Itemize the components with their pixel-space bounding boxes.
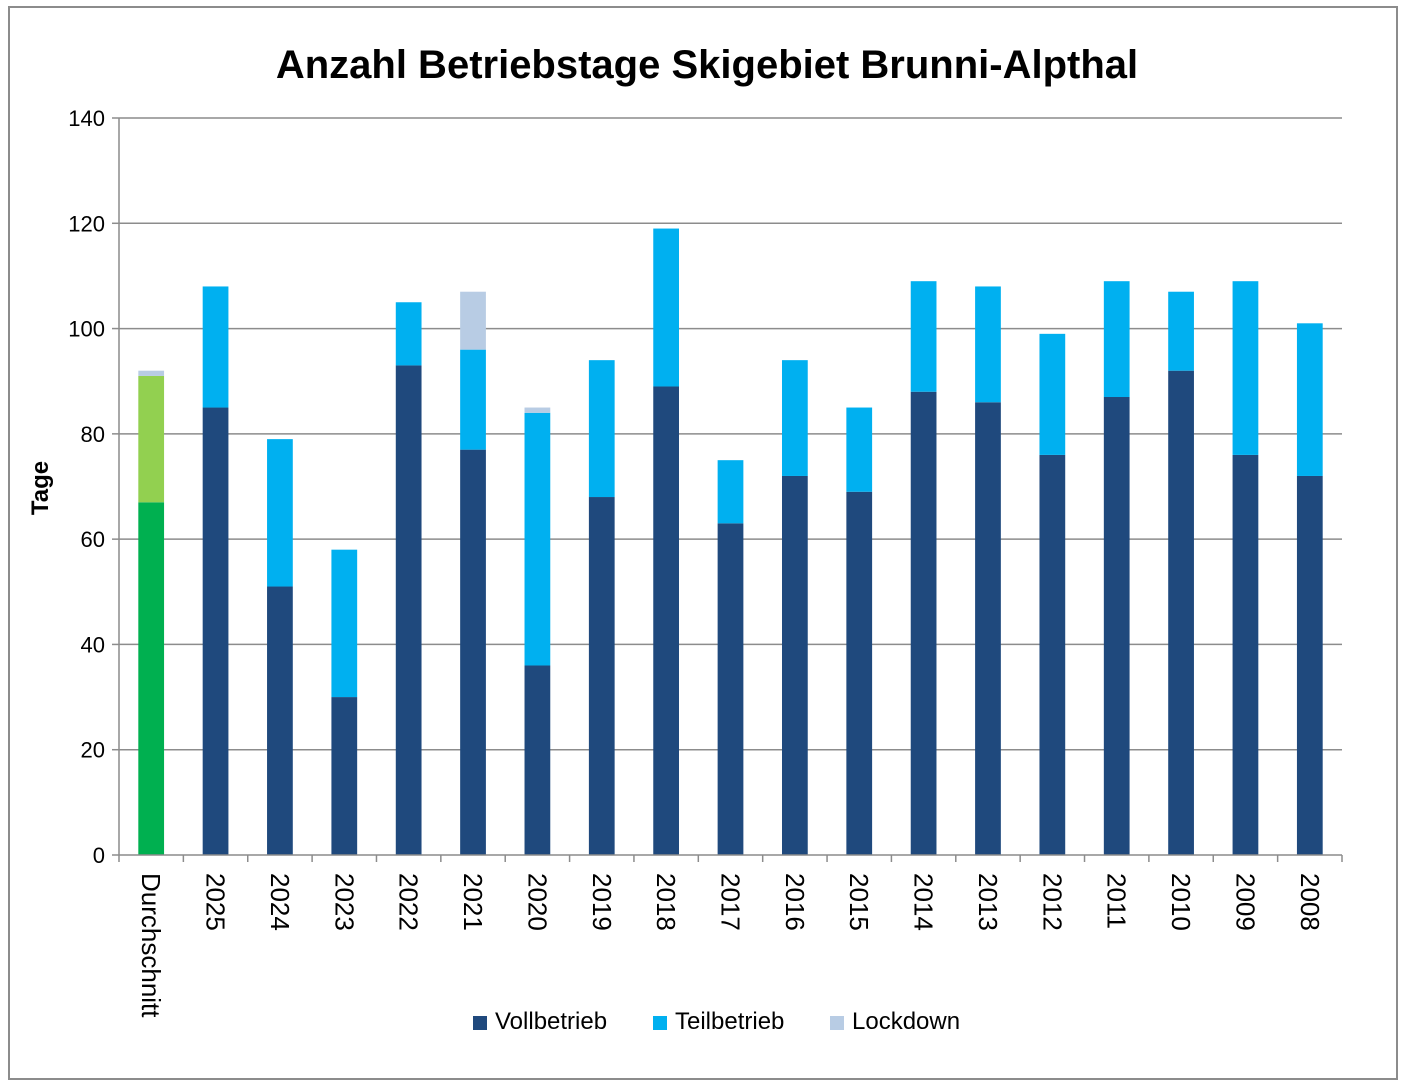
y-tick-label: 140 (68, 106, 105, 131)
bar-teilbetrieb-2017 (717, 460, 744, 524)
bar-vollbetrieb-2018 (653, 386, 680, 855)
bar-teilbetrieb-2023 (331, 549, 358, 698)
bar-vollbetrieb-2019 (588, 497, 615, 855)
bar-vollbetrieb-2016 (781, 475, 808, 855)
bar-teilbetrieb-2018 (653, 228, 680, 387)
y-axis-label: Tage (27, 461, 54, 515)
bar-vollbetrieb-2013 (975, 402, 1001, 855)
bar-vollbetrieb-durchschnitt (138, 502, 165, 855)
x-tick-label: 2023 (329, 873, 359, 931)
x-tick-label: 2011 (1102, 873, 1132, 929)
x-tick-label: 2022 (394, 873, 424, 931)
bar-teilbetrieb-2025 (202, 286, 229, 408)
chart-frame: Anzahl Betriebstage Skigebiet Brunni-Alp… (8, 6, 1398, 1080)
bar-vollbetrieb-2025 (202, 407, 229, 855)
x-tick-label: 2016 (780, 873, 810, 931)
bar-teilbetrieb-2019 (588, 360, 615, 498)
bar-teilbetrieb-2015 (846, 407, 873, 492)
legend-label-vollbetrieb: Vollbetrieb (495, 1008, 607, 1035)
bar-lockdown-2020 (524, 407, 551, 413)
x-tick-label: 2019 (587, 873, 617, 931)
y-tick-label: 100 (68, 317, 105, 342)
x-tick-label: 2024 (265, 873, 295, 931)
bar-vollbetrieb-2015 (846, 491, 873, 855)
x-tick-label: 2020 (522, 873, 552, 931)
bar-vollbetrieb-2009 (1232, 454, 1259, 855)
bar-lockdown-2021 (460, 291, 486, 350)
bar-teilbetrieb-2009 (1232, 281, 1259, 455)
x-tick-label: 2015 (844, 873, 874, 931)
legend-swatch-lockdown (830, 1016, 844, 1030)
bar-vollbetrieb-2023 (331, 697, 358, 855)
x-tick-label: 2018 (651, 873, 681, 931)
x-tick-label: 2008 (1295, 873, 1325, 931)
bar-vollbetrieb-2020 (524, 665, 551, 855)
x-tick-label: 2017 (716, 873, 746, 931)
y-tick-label: 0 (93, 843, 105, 868)
bar-teilbetrieb-2024 (267, 439, 293, 587)
y-tick-label: 80 (81, 422, 105, 447)
legend-label-lockdown: Lockdown (852, 1008, 960, 1035)
legend-swatch-teilbetrieb (653, 1016, 667, 1030)
bar-teilbetrieb-durchschnitt (138, 375, 165, 503)
legend-swatch-vollbetrieb (473, 1016, 487, 1030)
bar-teilbetrieb-2016 (781, 360, 808, 476)
bar-vollbetrieb-2012 (1039, 454, 1066, 855)
bar-vollbetrieb-2017 (717, 523, 744, 855)
y-tick-label: 20 (81, 738, 105, 763)
bar-teilbetrieb-2021 (460, 349, 486, 450)
bar-teilbetrieb-2020 (524, 412, 551, 666)
x-tick-label: Durchschnitt (136, 873, 166, 1018)
x-tick-label: 2010 (1166, 873, 1196, 931)
bar-teilbetrieb-2013 (975, 286, 1001, 403)
y-tick-label: 60 (81, 527, 105, 552)
x-tick-label: 2014 (909, 873, 939, 931)
x-tick-label: 2025 (201, 873, 231, 931)
axes-layer: 0 20 40 60 80 100 120 140 Durchschnitt 2025 2024 20… (68, 106, 1343, 1018)
bar-vollbetrieb-2011 (1103, 397, 1130, 855)
bar-teilbetrieb-2010 (1168, 291, 1194, 371)
legend-label-teilbetrieb: Teilbetrieb (675, 1008, 784, 1035)
bar-lockdown-durchschnitt (138, 370, 165, 376)
x-tick-label: 2012 (1037, 873, 1067, 931)
bar-vollbetrieb-2024 (267, 586, 293, 855)
chart-title: Anzahl Betriebstage Skigebiet Brunni-Alp… (276, 43, 1138, 87)
bar-teilbetrieb-2008 (1296, 323, 1323, 476)
bar-vollbetrieb-2021 (460, 449, 486, 855)
bar-vollbetrieb-2008 (1296, 475, 1323, 855)
chart-svg: Anzahl Betriebstage Skigebiet Brunni-Alp… (27, 43, 1343, 1035)
bar-teilbetrieb-2022 (395, 302, 422, 366)
bar-vollbetrieb-2022 (395, 365, 422, 855)
bar-teilbetrieb-2011 (1103, 281, 1130, 398)
y-tick-label: 40 (81, 632, 105, 657)
x-tick-label: 2013 (973, 873, 1003, 931)
x-tick-label: 2009 (1230, 873, 1260, 931)
y-tick-label: 120 (68, 211, 105, 236)
bar-vollbetrieb-2010 (1168, 370, 1194, 855)
legend: Vollbetrieb Teilbetrieb Lockdown (473, 1008, 960, 1035)
bar-teilbetrieb-2014 (910, 281, 937, 392)
x-tick-label: 2021 (458, 873, 488, 931)
bar-vollbetrieb-2014 (910, 391, 937, 855)
bar-teilbetrieb-2012 (1039, 333, 1066, 455)
bars-layer (138, 228, 1323, 855)
